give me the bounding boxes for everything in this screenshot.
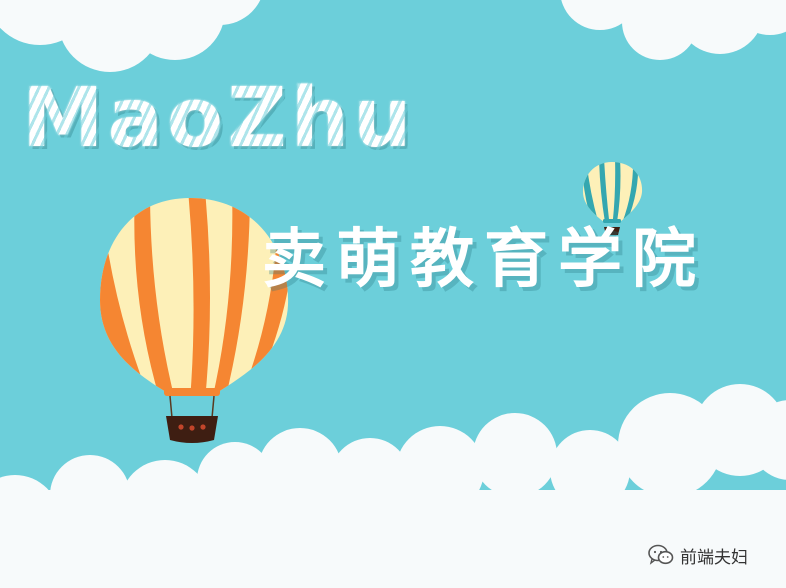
- brand-title-chinese: 卖萌教育学院: [262, 223, 706, 297]
- cloud-bottom: [0, 384, 786, 588]
- wechat-watermark: 前端夫妇: [648, 542, 748, 568]
- watermark-text: 前端夫妇: [680, 547, 748, 568]
- cloud-top-right: [561, 0, 786, 60]
- big-hot-air-balloon: [100, 198, 289, 443]
- wechat-icon: [648, 544, 674, 565]
- cloud-top-left: [0, 0, 261, 72]
- brand-title-english: MaoZhu: [22, 78, 416, 160]
- brand-title-english-text: MaoZhu: [22, 71, 416, 166]
